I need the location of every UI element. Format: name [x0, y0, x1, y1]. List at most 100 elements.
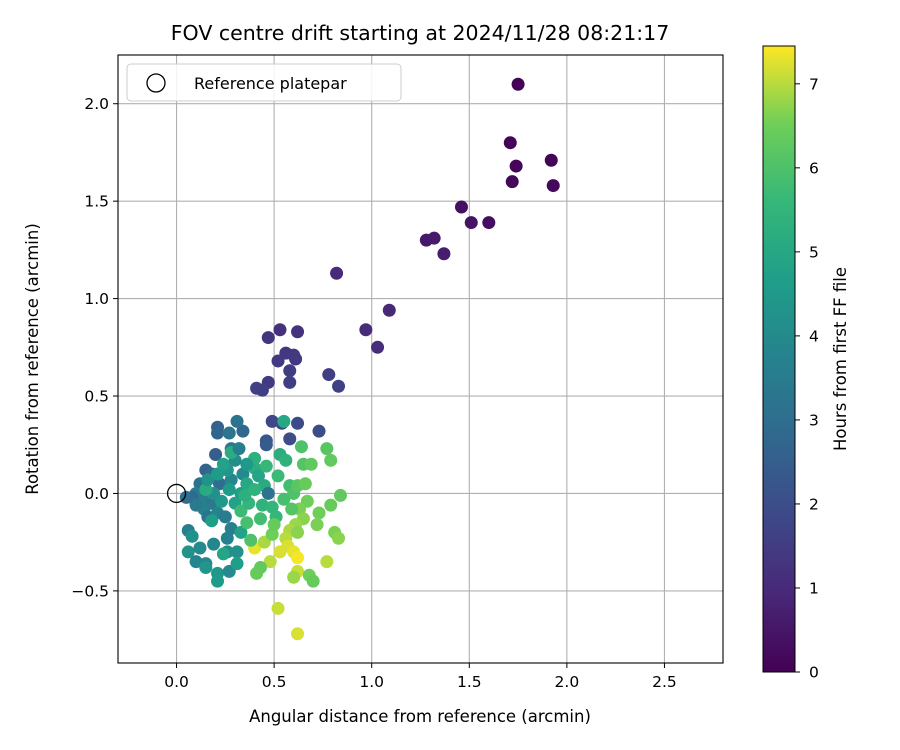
colorbar-tick-label: 3	[809, 411, 819, 429]
colorbar-tick-label: 0	[809, 664, 819, 682]
data-point	[273, 545, 287, 559]
data-point	[287, 570, 301, 584]
data-point	[255, 383, 269, 397]
data-point	[291, 627, 305, 641]
data-point	[185, 529, 199, 543]
data-point	[283, 364, 297, 378]
colorbar-gradient	[762, 45, 796, 673]
data-point	[304, 457, 318, 471]
data-point	[283, 375, 297, 389]
data-point	[193, 541, 207, 555]
chart-title: FOV centre drift starting at 2024/11/28 …	[171, 21, 670, 45]
data-point	[265, 500, 279, 514]
data-point	[330, 266, 344, 280]
data-point	[382, 303, 396, 317]
data-point	[454, 200, 468, 214]
data-point	[291, 325, 305, 339]
data-point	[324, 498, 338, 512]
data-point	[230, 414, 244, 428]
colorbar-tick-label: 6	[809, 159, 819, 177]
x-tick-label: 0.5	[262, 673, 287, 691]
colorbar: 0 1 2 3 4 5 6 7 Hours from first FF file	[762, 45, 850, 682]
data-point	[265, 414, 279, 428]
data-point	[248, 483, 262, 497]
y-tick-label: 1.0	[84, 290, 109, 308]
data-point	[240, 457, 254, 471]
reference-platepar-marker	[166, 483, 187, 504]
y-axis-ticks: −0.5 0.0 0.5 1.0 1.5 2.0	[71, 95, 118, 600]
data-point	[285, 502, 299, 516]
data-point	[310, 518, 324, 532]
data-point	[265, 527, 279, 541]
x-gridlines	[175, 55, 666, 663]
data-point	[222, 426, 236, 440]
y-tick-label: 0.5	[84, 388, 109, 406]
data-point	[238, 488, 252, 502]
data-point	[220, 531, 234, 545]
data-point	[263, 555, 277, 569]
data-point	[236, 424, 250, 438]
data-point	[222, 483, 236, 497]
y-gridlines	[118, 103, 723, 592]
data-point	[511, 77, 525, 91]
data-point	[371, 340, 385, 354]
data-point	[289, 352, 303, 366]
data-point	[209, 447, 223, 461]
x-axis-label: Angular distance from reference (arcmin)	[249, 707, 591, 726]
colorbar-tick-label: 7	[809, 75, 819, 93]
data-point	[267, 518, 281, 532]
data-point	[324, 453, 338, 467]
colorbar-tick-label: 5	[809, 243, 819, 261]
y-tick-label: 0.0	[84, 485, 109, 503]
data-point	[211, 467, 225, 481]
data-point	[283, 432, 297, 446]
y-tick-label: 1.5	[84, 193, 109, 211]
data-point	[211, 574, 225, 588]
data-point	[509, 159, 523, 173]
data-point	[291, 551, 305, 565]
data-point	[503, 136, 517, 150]
data-point	[505, 175, 519, 189]
data-point	[199, 561, 213, 575]
data-point	[230, 545, 244, 559]
data-point	[252, 469, 266, 483]
data-point	[230, 557, 244, 571]
data-point	[332, 531, 346, 545]
data-point	[234, 525, 248, 539]
data-point	[271, 469, 285, 483]
data-point	[333, 488, 347, 502]
data-point	[273, 323, 287, 337]
y-tick-label: −0.5	[71, 582, 109, 600]
data-point	[224, 473, 238, 487]
data-point	[216, 547, 230, 561]
data-point	[261, 486, 275, 500]
y-axis-label: Rotation from reference (arcmin)	[23, 223, 42, 495]
data-point	[259, 459, 273, 473]
data-point	[181, 545, 195, 559]
legend-box	[126, 63, 402, 102]
data-point	[236, 467, 250, 481]
data-point	[253, 512, 267, 526]
data-point	[212, 477, 226, 491]
data-points	[179, 77, 560, 641]
colorbar-label: Hours from first FF file	[831, 267, 850, 451]
data-point	[189, 555, 203, 569]
data-point	[205, 514, 219, 528]
data-point	[224, 522, 238, 536]
data-point	[332, 379, 346, 393]
data-point	[201, 473, 215, 487]
data-point	[291, 416, 305, 430]
x-tick-label: 1.0	[359, 673, 384, 691]
y-tick-label: 2.0	[84, 95, 109, 113]
data-point	[544, 153, 558, 167]
colorbar-tick-label: 2	[809, 495, 819, 513]
data-point	[312, 424, 326, 438]
legend-label: Reference platepar	[194, 74, 347, 93]
data-point	[294, 440, 308, 454]
x-tick-label: 0.0	[164, 673, 189, 691]
colorbar-ticks: 0 1 2 3 4 5 6 7	[795, 75, 819, 682]
x-tick-label: 2.5	[652, 673, 677, 691]
colorbar-tick-label: 1	[809, 579, 819, 597]
data-point	[427, 231, 441, 245]
data-point	[207, 537, 221, 551]
